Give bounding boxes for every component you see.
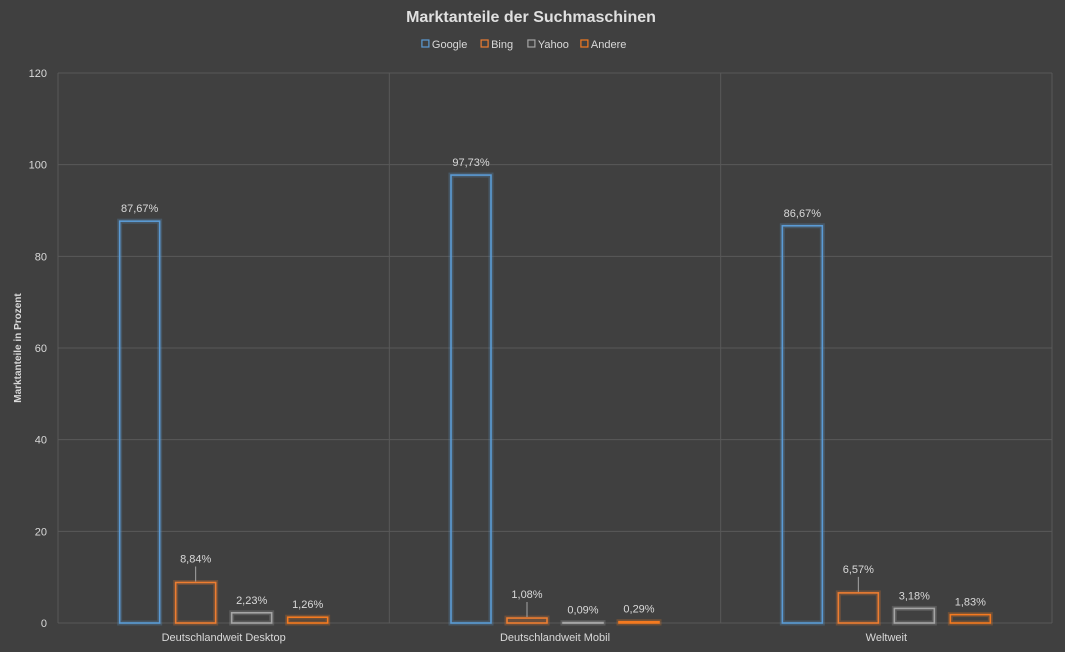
legend-swatch-yahoo: [527, 39, 536, 48]
bar-andere: [286, 616, 329, 624]
data-label-google: 86,67%: [784, 208, 822, 220]
bar-bing: [506, 617, 548, 624]
bar-glow: [947, 612, 993, 626]
bar-bing: [837, 592, 880, 624]
y-tick-label: 100: [29, 160, 47, 172]
data-label-andere: 1,26%: [292, 599, 323, 611]
bar-google: [118, 220, 161, 624]
bar-bing: [174, 581, 217, 624]
bar-glow: [229, 610, 275, 626]
data-label-yahoo: 2,23%: [236, 595, 267, 607]
y-axis-ticks: 0 20 40 60 80 100 120: [29, 68, 47, 630]
bar-glow: [285, 614, 331, 626]
legend-swatch-andere: [580, 39, 589, 48]
y-tick-label: 60: [35, 343, 47, 355]
legend: Google Bing Yahoo Andere: [421, 39, 626, 51]
data-label-bing: 1,08%: [511, 589, 542, 601]
data-label-andere: 1,83%: [955, 597, 986, 609]
bar-andere: [618, 620, 660, 624]
y-axis-label: Marktanteile in Prozent: [13, 293, 24, 403]
bar-glow: [173, 579, 219, 626]
plot-grid: [57, 72, 1053, 624]
legend-swatch-bing: [480, 39, 489, 48]
x-category-label: Deutschlandweit Mobil: [500, 632, 610, 644]
data-label-bing: 6,57%: [843, 564, 874, 576]
x-category-label: Weltweit: [866, 632, 907, 644]
data-label-google: 97,73%: [452, 157, 490, 169]
x-axis-categories: Deutschlandweit Desktop Deutschlandweit M…: [162, 632, 907, 644]
bar-yahoo: [893, 607, 936, 624]
y-tick-label: 80: [35, 251, 47, 263]
bar-glow: [891, 605, 937, 626]
bar-andere: [949, 613, 992, 624]
bar-glow: [835, 590, 881, 626]
data-label-bing: 8,84%: [180, 553, 211, 565]
bar-yahoo: [562, 621, 604, 624]
data-label-yahoo: 3,18%: [899, 590, 930, 602]
y-tick-label: 0: [41, 618, 47, 630]
y-tick-label: 120: [29, 68, 47, 80]
data-label-yahoo: 0,09%: [567, 605, 598, 617]
chart-title: Marktanteile der Suchmaschinen: [406, 9, 656, 26]
bar-glow: [779, 223, 825, 626]
x-category-label: Deutschlandweit Desktop: [162, 632, 286, 644]
y-tick-label: 20: [35, 526, 47, 538]
data-labels: 87,67% 97,73% 86,67% 8,84% 1,08% 6,57% 2,23% 0,…: [121, 157, 986, 618]
bar-glow: [117, 218, 163, 626]
legend-label-bing: Bing: [491, 39, 513, 51]
y-tick-label: 40: [35, 435, 47, 447]
bar-glow: [448, 172, 494, 626]
data-label-google: 87,67%: [121, 203, 159, 215]
legend-label-google: Google: [432, 39, 467, 51]
bar-google: [781, 224, 824, 624]
bar-yahoo: [230, 611, 273, 624]
legend-label-yahoo: Yahoo: [538, 39, 569, 51]
legend-swatch-google: [421, 39, 430, 48]
data-label-andere: 0,29%: [623, 604, 654, 616]
bar-google: [450, 174, 492, 624]
bars: [117, 172, 993, 626]
legend-label-andere: Andere: [591, 39, 626, 51]
